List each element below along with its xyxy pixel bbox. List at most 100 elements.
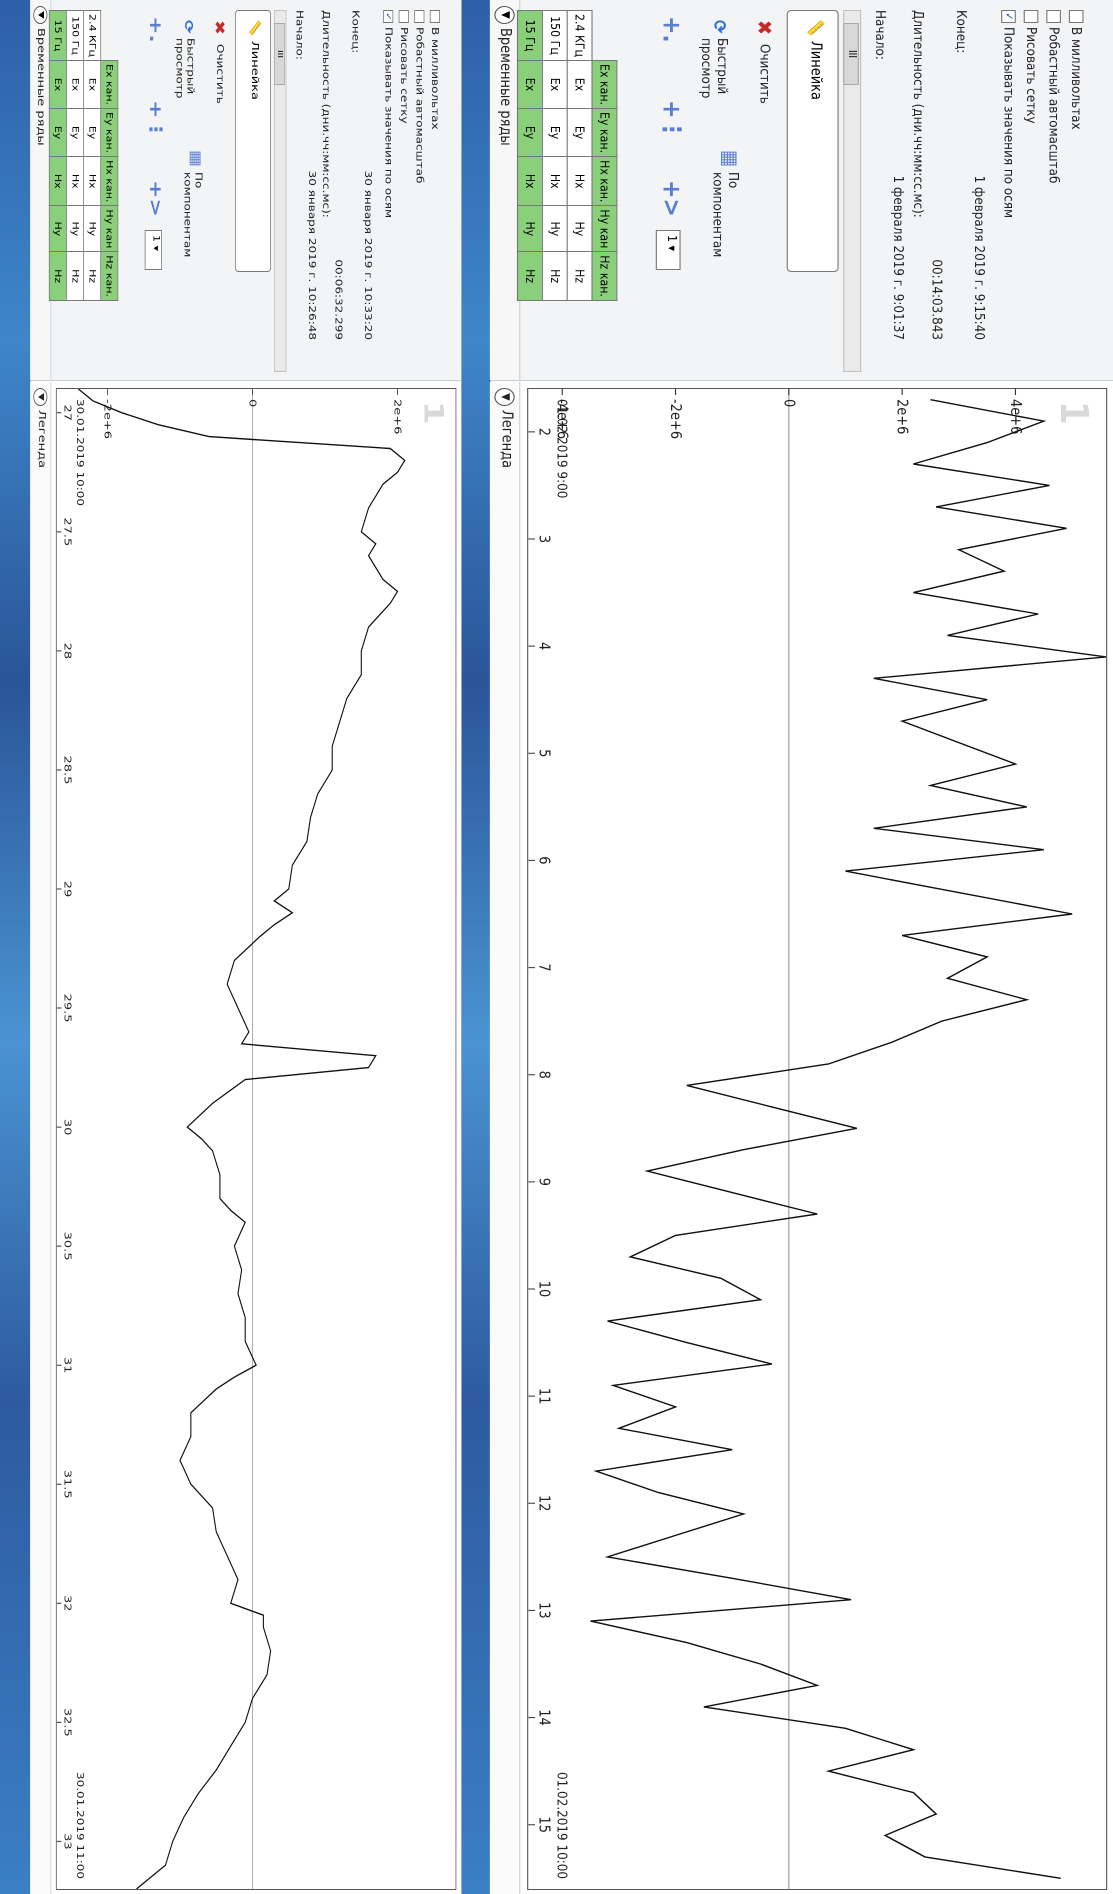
channel-header[interactable]: Hy кан: [100, 205, 118, 252]
ruler-button[interactable]: 📏 Линейка: [786, 10, 839, 272]
horizontal-scrollbar[interactable]: III: [843, 10, 862, 372]
freq-cell[interactable]: 15 Гц: [517, 10, 543, 61]
channel-header[interactable]: Ex кан.: [592, 60, 617, 109]
channel-cell[interactable]: Hx: [49, 156, 67, 206]
end-field[interactable]: 1 февраля 2019 г. 9:15:40: [971, 175, 988, 340]
quick-view-button[interactable]: Быстрый просмотр: [698, 38, 731, 99]
add-arrow-icon[interactable]: +>: [656, 180, 686, 217]
channel-cell[interactable]: Hz: [83, 251, 101, 301]
channel-header[interactable]: Ey кан.: [100, 108, 118, 157]
channel-cell[interactable]: Hx: [517, 156, 543, 206]
freq-cell[interactable]: 2.4 КГц: [567, 10, 593, 61]
option-checkbox[interactable]: ✓ Показывать значения по осям: [383, 10, 394, 218]
time-series-plot[interactable]: 234567891011121314154e+62e+60-2e+6-4e+60…: [528, 389, 1107, 1889]
chevron-down-icon[interactable]: ▼: [33, 388, 48, 406]
option-checkbox[interactable]: Робастный автомасштаб: [414, 10, 425, 183]
channel-cell[interactable]: Ex: [542, 60, 568, 109]
add-grid-icon[interactable]: +⋮: [145, 100, 165, 141]
clear-button[interactable]: Очистить: [757, 44, 774, 104]
channel-cell[interactable]: Ey: [83, 108, 101, 157]
option-checkbox[interactable]: Робастный автомасштаб: [1046, 10, 1062, 183]
channel-cell[interactable]: Hz: [542, 251, 568, 301]
checked-icon[interactable]: ✓: [1001, 10, 1016, 23]
channel-header[interactable]: Hz кан.: [592, 251, 617, 301]
add-dot-icon[interactable]: +.: [145, 16, 165, 43]
unchecked-icon[interactable]: [1023, 10, 1039, 23]
option-checkbox[interactable]: ✓ Показывать значения по осям: [1001, 10, 1017, 218]
option-checkbox[interactable]: Рисовать сетку: [398, 10, 410, 124]
channel-cell[interactable]: Ey: [66, 108, 84, 157]
components-icon[interactable]: ▦: [717, 150, 742, 168]
channel-cell[interactable]: Hy: [83, 205, 101, 252]
channel-header[interactable]: Hx кан.: [100, 156, 118, 206]
channel-cell[interactable]: Ey: [517, 108, 543, 157]
channel-cell[interactable]: Hz: [517, 251, 543, 301]
channel-cell[interactable]: Hx: [542, 156, 568, 206]
channel-cell[interactable]: Hx: [83, 156, 101, 206]
add-dot-icon[interactable]: +.: [656, 16, 686, 43]
channel-cell[interactable]: Ex: [49, 60, 67, 109]
channel-cell[interactable]: Ex: [66, 60, 84, 109]
freq-cell[interactable]: 150 Гц: [542, 10, 568, 61]
channel-cell[interactable]: Hx: [66, 156, 84, 206]
channel-cell[interactable]: Ey: [542, 108, 568, 157]
option-checkbox[interactable]: В милливольтах: [429, 10, 441, 130]
channel-cell[interactable]: Ex: [517, 60, 543, 109]
clear-button[interactable]: Очистить: [214, 44, 226, 104]
time-series-plot[interactable]: 27 27.5 28 28.5 29 29.5 30 30.5 31 31.5 32 32.5 33 2e…: [56, 388, 456, 1890]
clear-icon[interactable]: ✖: [751, 20, 776, 36]
plot-select[interactable]: 1 ▾: [144, 230, 162, 270]
chevron-down-icon[interactable]: ▼: [494, 6, 515, 24]
channel-header[interactable]: Ey кан.: [592, 108, 617, 157]
channel-cell[interactable]: Hy: [49, 205, 67, 252]
unchecked-icon[interactable]: [429, 10, 440, 23]
channel-header[interactable]: Ex кан.: [100, 60, 118, 109]
ruler-button[interactable]: 📏 Линейка: [235, 10, 271, 272]
channel-cell[interactable]: Ey: [49, 108, 67, 157]
channel-cell[interactable]: Hx: [567, 156, 593, 206]
option-checkbox[interactable]: Рисовать сетку: [1023, 10, 1040, 124]
chevron-down-icon[interactable]: ▼: [33, 6, 48, 24]
quick-view-button[interactable]: Быстрый просмотр: [174, 38, 197, 99]
freq-cell[interactable]: 2.4 КГц: [83, 10, 101, 61]
channel-cell[interactable]: Hy: [542, 205, 568, 252]
duration-field[interactable]: 00:06:32.299: [333, 259, 345, 340]
start-field[interactable]: 1 февраля 2019 г. 9:01:37: [890, 175, 907, 340]
channel-cell[interactable]: Ex: [83, 60, 101, 109]
channel-cell[interactable]: Ey: [567, 108, 593, 157]
unchecked-icon[interactable]: [1046, 10, 1061, 23]
by-components-button[interactable]: По компонентам: [182, 172, 204, 258]
channel-cell[interactable]: Hz: [66, 251, 84, 301]
plot-frame[interactable]: 2 3 4 5 6 7 8 9 10 11 12 13 14 15 4e+6 2e+6 0 -2e+6 -4e+6 0…: [527, 388, 1108, 1890]
unchecked-icon[interactable]: [414, 10, 425, 23]
plot-select[interactable]: 1 ▾: [655, 230, 681, 270]
end-field[interactable]: 30 января 2019 г. 10:33:20: [362, 170, 374, 340]
quick-view-icon[interactable]: ⟳: [181, 20, 197, 34]
channel-header[interactable]: Hy кан: [592, 205, 617, 252]
channel-cell[interactable]: Hy: [66, 205, 84, 252]
channel-header[interactable]: Hz кан.: [100, 251, 118, 301]
channel-cell[interactable]: Ex: [567, 60, 593, 109]
by-components-button[interactable]: По компонентам: [709, 172, 742, 258]
legend-bar[interactable]: ▼ Легенда: [489, 382, 521, 1894]
horizontal-scrollbar[interactable]: III: [274, 10, 287, 372]
quick-view-icon[interactable]: ⟳: [708, 20, 731, 34]
add-grid-icon[interactable]: +⋮: [656, 100, 686, 141]
channel-cell[interactable]: Hz: [49, 251, 67, 301]
chevron-down-icon[interactable]: ▼: [494, 388, 515, 406]
channel-cell[interactable]: Hz: [567, 251, 593, 301]
checked-icon[interactable]: ✓: [383, 10, 394, 23]
option-checkbox[interactable]: В милливольтах: [1068, 10, 1085, 130]
plot-frame[interactable]: 27 27.5 28 28.5 29 29.5 30 30.5 31 31.5 32 32.5 33 2e…: [55, 388, 457, 1890]
legend-bar[interactable]: ▼ Легенда: [30, 382, 52, 1894]
freq-cell[interactable]: 150 Гц: [66, 10, 84, 61]
start-field[interactable]: 30 января 2019 г. 10:26:48: [306, 170, 318, 340]
clear-icon[interactable]: ✖: [210, 20, 228, 36]
time-series-header[interactable]: ▼ Временные ряды: [489, 0, 521, 380]
unchecked-icon[interactable]: [1068, 10, 1084, 23]
freq-cell[interactable]: 15 Гц: [49, 10, 67, 61]
unchecked-icon[interactable]: [398, 10, 409, 23]
channel-cell[interactable]: Hy: [567, 205, 593, 252]
channel-header[interactable]: Hx кан.: [592, 156, 617, 206]
components-icon[interactable]: ▦: [187, 150, 204, 168]
